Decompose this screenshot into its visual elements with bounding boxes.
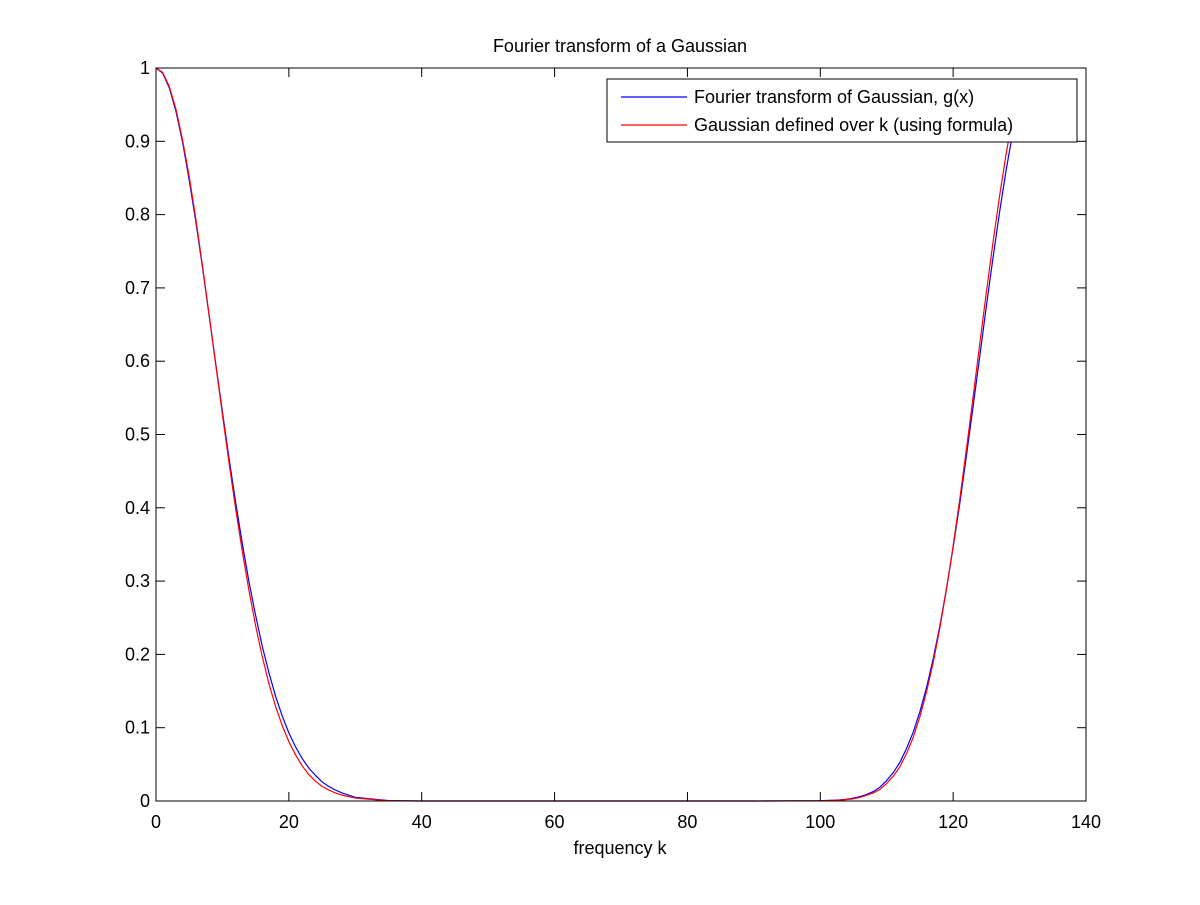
legend: Fourier transform of Gaussian, g(x) Gauss… [606,78,1078,143]
series-line-2 [155,67,1021,802]
legend-label-1: Fourier transform of Gaussian, g(x) [694,87,974,107]
y-tick-label: 0.7 [125,278,150,298]
axes-box [155,67,1087,802]
x-tick-label: 100 [805,812,835,832]
x-tick-label: 20 [279,812,299,832]
x-tick-label: 60 [545,812,565,832]
y-tick-label: 0.8 [125,205,150,225]
series-line-1 [155,67,1021,802]
chart-title: Fourier transform of a Gaussian [493,36,747,56]
legend-box [606,78,1078,143]
plot-area [155,67,1021,802]
axes: 0 20 40 60 80 100 120 140 0 0.1 0.2 0.3 0.4 0.5 0.6 0.7… [125,58,1101,832]
y-tick-label: 0 [140,791,150,811]
x-tick-label: 40 [412,812,432,832]
y-tick-label: 0.4 [125,498,150,518]
y-tick-label: 0.6 [125,351,150,371]
y-tick-label: 0.5 [125,425,150,445]
x-tick-label: 140 [1071,812,1101,832]
y-tick-label: 0.9 [125,131,150,151]
legend-label-2: Gaussian defined over k (using formula) [694,115,1013,135]
y-tick-label: 0.2 [125,644,150,664]
y-tick-label: 1 [140,58,150,78]
x-tick-label: 80 [677,812,697,832]
y-tick-label: 0.3 [125,571,150,591]
x-axis-label: frequency k [573,838,667,858]
x-tick-label: 120 [938,812,968,832]
x-tick-label: 0 [151,812,161,832]
y-tick-label: 0.1 [125,718,150,738]
